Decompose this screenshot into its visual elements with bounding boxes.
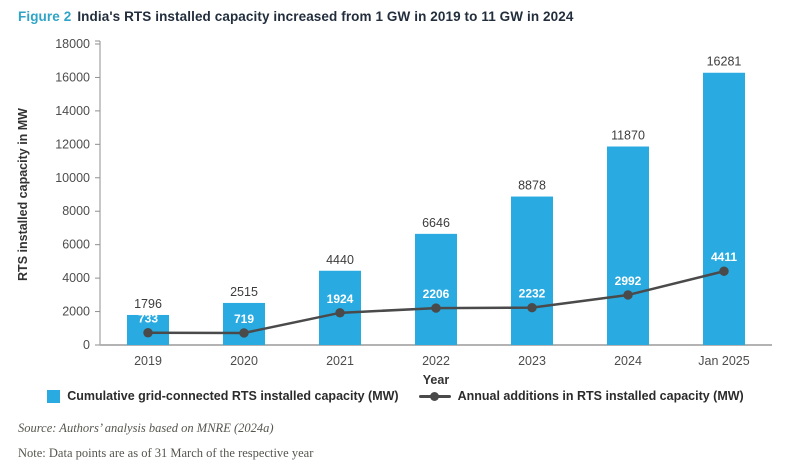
line-value-label: 4411 bbox=[711, 250, 737, 264]
bar-value-label: 11870 bbox=[611, 129, 645, 143]
bar-2024 bbox=[607, 146, 649, 345]
line-point-2019 bbox=[143, 328, 153, 338]
bar-value-label: 2515 bbox=[230, 285, 258, 299]
bar-swatch-icon bbox=[47, 389, 61, 403]
legend-item-cumulative: Cumulative grid-connected RTS installed … bbox=[47, 389, 399, 403]
source-line: Source: Authors’ analysis based on MNRE … bbox=[18, 421, 274, 435]
y-tick-label: 12000 bbox=[55, 137, 90, 151]
bar-Jan-2025 bbox=[703, 72, 745, 346]
bar-value-label: 16281 bbox=[707, 55, 742, 69]
line-dot-marker-icon bbox=[418, 391, 451, 402]
legend-item-annual: Annual additions in RTS installed capaci… bbox=[418, 389, 744, 403]
x-tick-label: 2022 bbox=[422, 354, 450, 368]
y-tick-label: 6000 bbox=[62, 238, 90, 252]
x-tick-label: 2024 bbox=[614, 354, 642, 368]
line-value-label: 719 bbox=[234, 312, 254, 326]
y-tick-label: 18000 bbox=[55, 37, 90, 51]
bar-2023 bbox=[511, 196, 553, 345]
y-tick-label: 16000 bbox=[55, 70, 90, 84]
y-tick-label: 0 bbox=[83, 338, 90, 352]
y-tick-label: 2000 bbox=[62, 305, 90, 319]
legend-label-cumulative: Cumulative grid-connected RTS installed … bbox=[67, 389, 399, 403]
line-point-2024 bbox=[623, 290, 633, 300]
x-tick-label: 2020 bbox=[230, 354, 258, 368]
line-point-2022 bbox=[431, 303, 441, 313]
x-tick-label: 2023 bbox=[518, 354, 546, 368]
line-point-2020 bbox=[239, 328, 249, 338]
line-value-label: 1924 bbox=[327, 292, 354, 306]
line-value-label: 733 bbox=[138, 312, 158, 326]
figure-number: Figure 2 bbox=[18, 9, 72, 24]
y-tick-label: 10000 bbox=[55, 171, 90, 185]
x-tick-label: 2021 bbox=[326, 354, 354, 368]
line-value-label: 2992 bbox=[615, 274, 642, 288]
note-line: Note: Data points are as of 31 March of … bbox=[18, 446, 314, 460]
line-value-label: 2232 bbox=[519, 287, 546, 301]
bar-value-label: 6646 bbox=[422, 216, 450, 230]
bar-value-label: 1796 bbox=[134, 297, 162, 311]
y-tick-label: 4000 bbox=[62, 271, 90, 285]
y-axis-title: RTS installed capacity in MW bbox=[16, 108, 30, 281]
line-point-2021 bbox=[335, 308, 345, 318]
figure-title: Figure 2 India's RTS installed capacity i… bbox=[18, 9, 573, 24]
chart-legend: Cumulative grid-connected RTS installed … bbox=[0, 389, 791, 403]
figure-title-text: India's RTS installed capacity increased… bbox=[77, 9, 574, 24]
bar-2021 bbox=[319, 270, 361, 345]
legend-label-annual: Annual additions in RTS installed capaci… bbox=[457, 389, 744, 403]
y-tick-label: 8000 bbox=[62, 204, 90, 218]
bar-2020 bbox=[223, 302, 265, 345]
bar-value-label: 4440 bbox=[326, 253, 354, 267]
line-value-label: 2206 bbox=[423, 287, 450, 301]
x-tick-label: 2019 bbox=[134, 354, 162, 368]
x-axis-title: Year bbox=[423, 373, 450, 387]
capacity-chart: 0 2000 4000 6000 8000 10000 12000 14000 16000 180… bbox=[16, 37, 772, 387]
line-point-Jan-2025 bbox=[719, 266, 729, 276]
x-tick-label: Jan 2025 bbox=[698, 354, 749, 368]
bar-value-label: 8878 bbox=[518, 179, 546, 193]
y-tick-label: 14000 bbox=[55, 104, 90, 118]
bar-2022 bbox=[415, 233, 457, 345]
line-point-2023 bbox=[527, 302, 537, 313]
